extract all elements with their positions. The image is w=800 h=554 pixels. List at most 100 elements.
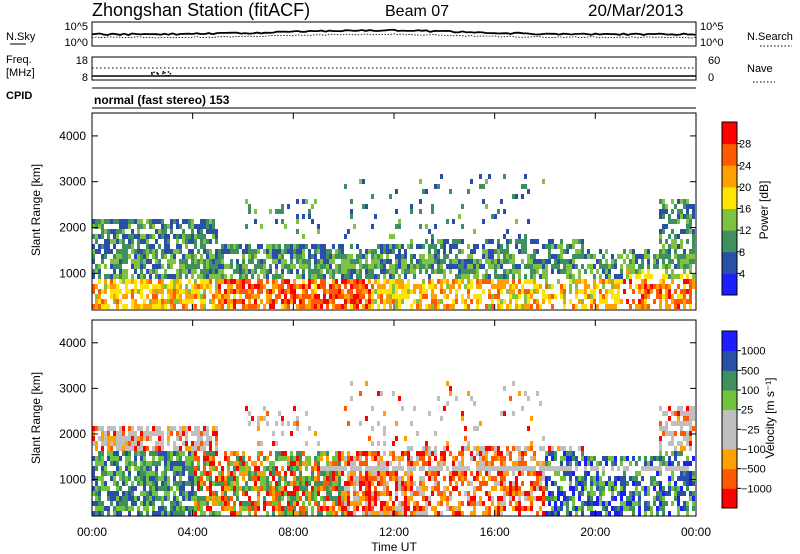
velocity-cell [176,496,179,501]
velocity-cell [290,511,293,516]
velocity-cell [419,481,422,486]
velocity-cell [197,506,200,511]
velocity-cell [206,436,209,441]
power-cell [236,264,239,269]
velocity-cell [380,466,383,471]
velocity-cell [407,476,410,481]
power-cell [326,249,329,254]
power-cell [476,279,479,284]
velocity-cell [500,461,503,466]
power-cell [518,289,521,294]
power-cell [119,259,122,264]
power-cell [215,269,218,274]
velocity-cell [212,456,215,461]
power-cell [635,254,638,259]
power-cell [299,244,302,249]
power-cell [95,269,98,274]
velocity-cell [119,446,122,451]
velocity-cell [140,461,143,466]
velocity-cell [587,461,590,466]
power-cell [176,249,179,254]
velocity-cell [512,471,515,476]
power-cell [341,289,344,294]
velocity-cell [182,511,185,516]
velocity-cell [392,391,395,396]
power-cell [293,244,296,249]
power-cell [167,294,170,299]
velocity-cell [341,496,344,501]
power-cell [620,299,623,304]
velocity-cell [539,496,542,501]
velocity-cell [356,501,359,506]
power-cell [293,279,296,284]
power-cell [389,284,392,289]
power-cell [377,244,380,249]
power-cell [185,289,188,294]
velocity-colorbar-swatch [722,429,737,450]
velocity-cell [107,446,110,451]
velocity-cell [152,471,155,476]
velocity-cell [545,451,548,456]
power-cell [365,204,368,209]
power-cell [614,304,617,309]
power-cell [365,264,368,269]
power-cell [461,279,464,284]
power-cell [533,299,536,304]
power-cell [629,284,632,289]
velocity-colorbar-swatch [722,468,737,489]
power-cell [101,289,104,294]
velocity-cell [470,501,473,506]
velocity-cell [257,456,260,461]
power-cell [668,264,671,269]
velocity-cell [671,436,674,441]
velocity-cell [179,426,182,431]
power-cell [269,254,272,259]
velocity-cell [197,486,200,491]
velocity-cell [410,476,413,481]
power-cell [392,264,395,269]
power-cell [101,244,104,249]
power-cell [239,269,242,274]
power-cell [284,244,287,249]
power-cell [641,299,644,304]
velocity-cell [248,456,251,461]
power-cell [542,244,545,249]
velocity-cell [116,501,119,506]
power-cell [254,209,257,214]
power-cell [287,304,290,309]
power-cell [182,229,185,234]
velocity-cell [656,481,659,486]
velocity-cell [632,491,635,496]
velocity-cell [377,481,380,486]
power-cell [659,249,662,254]
velocity-cell [449,506,452,511]
velocity-cell [347,421,350,426]
velocity-cell [239,511,242,516]
velocity-cell [299,456,302,461]
velocity-cell [125,506,128,511]
velocity-cell [386,481,389,486]
power-cell [452,259,455,264]
power-cell [641,289,644,294]
power-cell [332,289,335,294]
velocity-cell [596,511,599,516]
velocity-cell [179,456,182,461]
power-cell [338,289,341,294]
power-cell [419,199,422,204]
velocity-cell [224,501,227,506]
velocity-cell [143,496,146,501]
velocity-cell [221,491,224,496]
velocity-cell [269,501,272,506]
velocity-cell [383,461,386,466]
power-cell [236,299,239,304]
velocity-cell [650,476,653,481]
velocity-cell [569,481,572,486]
power-cell [125,294,128,299]
power-cell [620,264,623,269]
power-cell [380,254,383,259]
velocity-cell [449,476,452,481]
velocity-cell [551,451,554,456]
velocity-cell [653,476,656,481]
velocity-cell [275,481,278,486]
power-cell [281,264,284,269]
